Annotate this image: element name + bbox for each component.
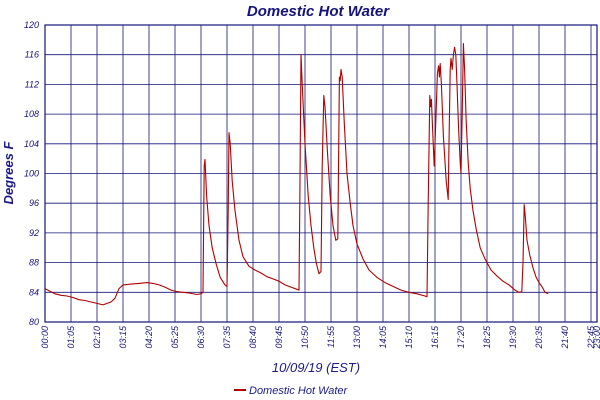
x-axis-ticks: 00:00 01:05 02:10 03:15 04:20 05:25 06:30 07:35… — [40, 325, 600, 350]
x-tick-label: 02:10 — [92, 326, 102, 349]
x-tick-label: 17:20 — [456, 326, 466, 349]
legend: Domestic Hot Water — [234, 385, 349, 397]
y-tick-label: 120 — [24, 20, 39, 30]
x-tick-label: 08:40 — [248, 326, 258, 349]
x-tick-label: 07:35 — [222, 325, 232, 349]
y-tick-label: 100 — [24, 169, 39, 179]
x-tick-label: 14:05 — [378, 325, 388, 349]
y-tick-label: 88 — [29, 258, 39, 268]
y-tick-label: 84 — [29, 287, 39, 297]
x-tick-label: 04:20 — [144, 326, 154, 349]
x-tick-label: 10:50 — [300, 326, 310, 349]
x-tick-label: 22:45 — [586, 325, 596, 350]
x-tick-label: 21:40 — [560, 326, 570, 350]
y-tick-label: 104 — [24, 139, 39, 149]
grid-lines — [45, 25, 597, 322]
chart-title: Domestic Hot Water — [247, 3, 390, 20]
x-tick-label: 16:15 — [430, 325, 440, 349]
x-tick-label: 05:25 — [170, 325, 180, 349]
x-tick-label: 20:35 — [534, 325, 544, 350]
x-tick-label: 19:30 — [508, 326, 518, 349]
x-tick-label: 06:30 — [196, 326, 206, 349]
x-tick-label: 01:05 — [66, 325, 76, 349]
y-tick-label: 108 — [24, 109, 39, 119]
y-axis-label: Degrees F — [1, 141, 16, 205]
y-tick-label: 92 — [29, 228, 39, 238]
y-tick-label: 80 — [29, 317, 39, 327]
x-axis-label: 10/09/19 (EST) — [272, 360, 360, 375]
x-tick-label: 00:00 — [40, 326, 50, 349]
y-tick-label: 116 — [25, 50, 39, 60]
x-tick-label: 13:00 — [352, 326, 362, 349]
legend-label: Domestic Hot Water — [249, 385, 349, 397]
x-tick-label: 18:25 — [482, 325, 492, 349]
x-tick-label: 03:15 — [118, 325, 128, 349]
series-layer — [44, 43, 549, 306]
x-tick-label: 15:10 — [404, 326, 414, 349]
y-tick-label: 96 — [29, 198, 39, 208]
x-tick-label: 11:55 — [326, 325, 336, 348]
x-tick-label: 09:45 — [274, 325, 284, 349]
series-line-0 — [44, 43, 549, 306]
y-axis-ticks: 80 84 88 92 96 100 104 108 112 116 120 — [24, 20, 39, 327]
x-tick-label: 23:00 — [592, 326, 600, 350]
y-tick-label: 112 — [25, 79, 39, 89]
